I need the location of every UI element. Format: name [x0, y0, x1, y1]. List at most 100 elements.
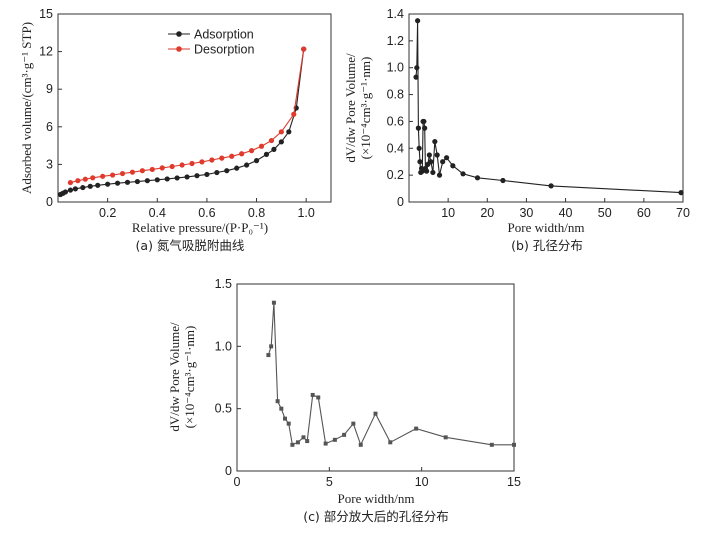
plot-frame: [57, 13, 332, 203]
desorption-point: [100, 173, 106, 179]
adsorption-point: [278, 139, 284, 145]
y-tick-label: 0: [46, 195, 53, 209]
adsorption-point: [234, 165, 240, 171]
adsorption-point: [62, 189, 69, 195]
x-tick-label: 10: [441, 206, 455, 220]
series-0-point: [290, 442, 295, 447]
chart-a: 0.2 0.4 0.6 0.8 1.0 0 3 6 9 12 15 Relative pressure…: [19, 7, 332, 253]
y-tick-label: 1.4: [387, 7, 404, 21]
series-0-point: [415, 125, 421, 131]
x-tick-label: 60: [637, 206, 651, 220]
series-0-point: [266, 353, 271, 358]
series-0-point: [424, 168, 430, 174]
y-axis-label-line2: (×10⁻⁴cm³·g⁻¹·nm): [358, 57, 373, 160]
series-0-point: [416, 145, 422, 151]
desorption-point: [67, 179, 74, 186]
series-0-point: [351, 421, 356, 426]
desorption-point: [110, 172, 116, 178]
desorption-line: [70, 49, 305, 184]
series-0-point: [443, 155, 450, 161]
desorption-point: [139, 168, 145, 174]
x-axis-label: Pore width/nm: [338, 491, 415, 506]
series-0-point: [422, 125, 428, 131]
series-0-point: [432, 138, 438, 145]
y-tick-label: 3: [46, 157, 53, 171]
x-axis-label: Relative pressure/(P·P₀⁻¹): [132, 220, 268, 235]
plot-frame: [236, 283, 515, 472]
chart-b: 10 20 30 40 50 60 70 0 0.2 0.4 0.6 0.8 1.0 1.2 1.4 Pore…: [343, 7, 690, 253]
desorption-point: [268, 137, 275, 144]
chart-caption: (c) 部分放大后的孔径分布: [303, 509, 449, 524]
series-0-point: [443, 435, 448, 440]
adsorption-point: [154, 177, 160, 183]
series-0-point: [373, 411, 378, 416]
desorption-point: [159, 165, 165, 171]
y-tick-label: 0.6: [387, 114, 404, 128]
desorption-point: [169, 163, 175, 170]
desorption-point: [82, 176, 88, 182]
y-tick-label: 1.0: [387, 61, 404, 75]
x-tick-label: 5: [326, 475, 333, 489]
desorption-point: [179, 162, 185, 168]
series-0-point: [512, 442, 516, 447]
series-0-point: [310, 392, 315, 397]
x-tick-label: 0.2: [99, 206, 116, 220]
y-tick-label: 6: [46, 120, 53, 134]
y-axis-label-line1: dV/dw Pore Volume/: [343, 53, 358, 163]
series-0-point: [413, 74, 419, 80]
adsorption-point: [72, 186, 78, 192]
adsorption-point: [124, 179, 131, 185]
x-tick-label: 1.0: [297, 206, 314, 220]
series-0-point: [271, 300, 276, 305]
y-tick-label: 12: [39, 45, 53, 59]
chart-c: 0 5 10 15 0 0.5 1.0 1.5 Pore width/nm dV/dw Pore …: [167, 277, 521, 524]
series-0-point: [489, 442, 494, 447]
series-0-point: [301, 435, 306, 440]
y-tick-label: 1.0: [215, 339, 232, 353]
adsorption-point: [80, 184, 86, 191]
legend-label: Adsorption: [194, 28, 254, 42]
x-tick-label: 15: [507, 475, 521, 489]
x-tick-label: 0.6: [198, 206, 215, 220]
chart-caption: (a) 氮气吸脱附曲线: [136, 238, 245, 253]
adsorption-point: [164, 176, 170, 182]
series-0-point: [342, 432, 347, 437]
x-tick-label: 0.8: [248, 206, 265, 220]
y-axis-label-line1: dV/dw Pore Volume/: [167, 322, 182, 432]
series-0-point: [417, 159, 423, 165]
series-0-point: [460, 171, 466, 177]
desorption-point: [199, 159, 205, 165]
adsorption-point: [286, 129, 292, 135]
adsorption-line: [60, 49, 305, 195]
y-tick-label: 1.5: [215, 277, 232, 291]
series-0-point: [500, 177, 506, 184]
desorption-point: [278, 129, 284, 135]
series-0-point: [415, 18, 421, 24]
series-0-point: [678, 190, 684, 196]
y-tick-label: 0.4: [387, 141, 404, 155]
legend-label: Desorption: [194, 43, 254, 57]
y-axis-label-line2: (×10⁻⁴cm³·g⁻¹·nm): [182, 326, 197, 429]
adsorption-point: [144, 178, 150, 184]
adsorption-point: [263, 151, 270, 157]
series-0-point: [434, 152, 440, 158]
y-axis-label: Adsorbed volume/(cm³·g⁻¹ STP): [19, 22, 34, 194]
series-0-point: [358, 442, 363, 447]
y-tick-label: 15: [39, 7, 53, 21]
adsorption-point: [114, 180, 121, 186]
desorption-point: [301, 46, 307, 52]
series-0-point: [388, 440, 393, 445]
series-0-point: [316, 395, 321, 400]
series-0-point: [440, 159, 446, 165]
series-0-point: [414, 65, 420, 71]
x-axis-label: Pore width/nm: [508, 220, 585, 235]
legend-marker: [176, 31, 182, 37]
series-0-point: [426, 152, 432, 158]
adsorption-point: [105, 181, 111, 187]
desorption-point: [229, 153, 235, 159]
desorption-point: [189, 160, 195, 167]
adsorption-point: [194, 173, 200, 179]
x-tick-label: 70: [676, 206, 690, 220]
x-tick-label: 0.4: [149, 206, 166, 220]
